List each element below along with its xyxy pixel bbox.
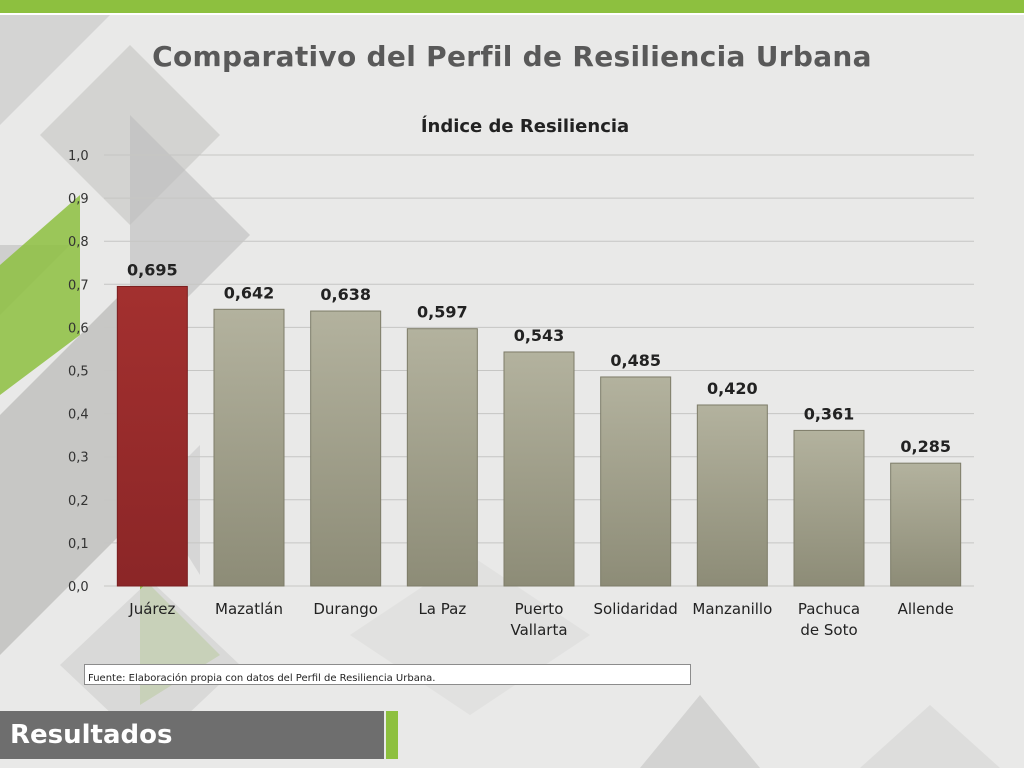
top-divider [0,13,1024,15]
x-tick-label: Mazatlán [215,600,283,618]
y-tick-label: 0,5 [68,365,89,380]
data-label: 0,597 [417,303,468,322]
data-label: 0,642 [224,283,275,302]
y-tick-label: 0,6 [68,321,89,336]
data-label: 0,485 [610,351,661,370]
y-tick-label: 0,3 [68,451,89,466]
footer-accent [386,711,398,759]
bar-0 [116,285,188,587]
y-tick-label: 0,9 [68,192,89,207]
x-tick-label: Allende [898,600,954,618]
bar-4 [503,351,575,587]
x-tick-label: Juárez [128,600,175,618]
y-tick-label: 0,1 [68,537,89,552]
source-note: Fuente: Elaboración propia con datos del… [84,664,691,685]
data-label: 0,285 [900,437,951,456]
top-accent-bar [0,0,1024,13]
bar-8 [890,462,962,587]
y-tick-label: 0,4 [68,408,89,423]
bar-1 [213,308,285,587]
data-label: 0,638 [320,285,371,304]
x-tick-label: de Soto [800,621,857,639]
y-tick-label: 0,7 [68,278,89,293]
data-label: 0,420 [707,379,758,398]
bar-3 [406,328,478,587]
x-tick-label: Manzanillo [692,600,772,618]
bar-5 [600,376,672,587]
bar-7 [793,429,865,587]
data-label: 0,695 [127,260,178,279]
x-tick-label: La Paz [418,600,466,618]
section-label: Resultados [0,711,384,759]
page-title: Comparativo del Perfil de Resiliencia Ur… [152,40,872,73]
bar-2 [310,310,382,587]
x-tick-label: Puerto [515,600,564,618]
data-label: 0,543 [514,326,565,345]
y-tick-label: 0,2 [68,494,89,509]
x-tick-label: Vallarta [510,621,567,639]
data-label: 0,361 [804,404,855,423]
y-tick-label: 0,8 [68,235,89,250]
x-tick-label: Solidaridad [594,600,678,618]
x-tick-label: Durango [313,600,378,618]
y-tick-label: 1,0 [68,149,89,164]
chart-title: Índice de Resiliencia [420,116,630,137]
bar-6 [696,404,768,587]
y-tick-label: 0,0 [68,580,89,595]
x-tick-label: Pachuca [798,600,860,618]
